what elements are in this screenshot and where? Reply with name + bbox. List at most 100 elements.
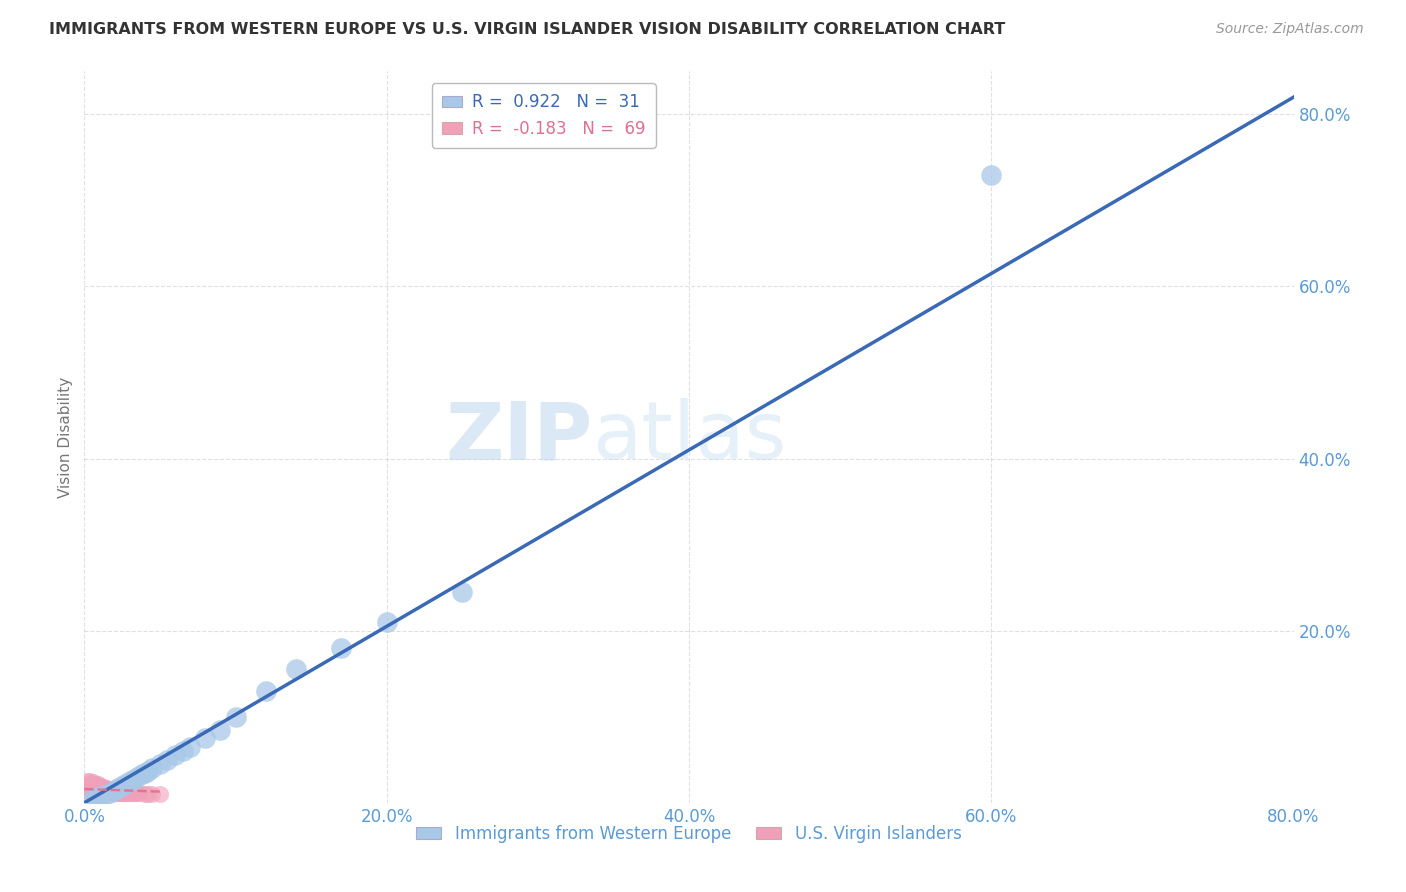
Point <box>172 744 194 758</box>
Point <box>80 793 103 807</box>
Point <box>136 764 159 778</box>
Point <box>209 723 232 737</box>
Point <box>115 786 138 800</box>
Point <box>82 783 104 797</box>
Point <box>149 787 172 801</box>
Point <box>127 770 149 784</box>
Point <box>77 780 100 795</box>
Point <box>97 782 120 797</box>
Point <box>117 786 139 800</box>
Point <box>80 780 103 795</box>
Point <box>75 783 97 797</box>
Point <box>104 786 127 800</box>
Point <box>121 772 143 787</box>
Point <box>101 786 124 800</box>
Point <box>120 786 142 800</box>
Point <box>114 786 136 800</box>
Point <box>79 774 101 789</box>
Point <box>100 784 122 798</box>
Point <box>89 789 111 804</box>
Point <box>121 786 143 800</box>
Point <box>111 779 134 793</box>
Point <box>114 777 136 791</box>
Point <box>91 781 114 796</box>
Point <box>93 784 115 798</box>
Point <box>107 781 129 796</box>
Point <box>165 748 187 763</box>
Point <box>84 780 107 795</box>
Point <box>90 780 112 795</box>
Point <box>80 785 103 799</box>
Point <box>285 662 308 676</box>
Point <box>89 782 111 797</box>
Point <box>87 781 110 796</box>
Point <box>131 767 153 781</box>
Point <box>79 779 101 793</box>
Point <box>98 783 121 797</box>
Point <box>112 786 135 800</box>
Point <box>76 780 98 795</box>
Point <box>87 777 110 791</box>
Point <box>141 787 163 801</box>
Point <box>105 783 128 797</box>
Point <box>82 775 104 789</box>
Point <box>104 783 127 797</box>
Point <box>98 786 121 800</box>
Point <box>194 731 217 746</box>
Point <box>80 777 103 791</box>
Point <box>77 785 100 799</box>
Text: Source: ZipAtlas.com: Source: ZipAtlas.com <box>1216 22 1364 37</box>
Point <box>96 782 118 797</box>
Point <box>111 784 134 798</box>
Point <box>118 774 141 789</box>
Text: atlas: atlas <box>592 398 786 476</box>
Point <box>125 786 148 800</box>
Point <box>141 761 163 775</box>
Y-axis label: Vision Disability: Vision Disability <box>58 376 73 498</box>
Point <box>254 684 277 698</box>
Point <box>93 780 115 795</box>
Point <box>96 785 118 799</box>
Point <box>84 784 107 798</box>
Point <box>179 739 201 754</box>
Point <box>79 783 101 797</box>
Text: IMMIGRANTS FROM WESTERN EUROPE VS U.S. VIRGIN ISLANDER VISION DISABILITY CORRELA: IMMIGRANTS FROM WESTERN EUROPE VS U.S. V… <box>49 22 1005 37</box>
Point <box>375 615 398 629</box>
Point <box>89 778 111 792</box>
Point <box>127 786 149 800</box>
Point <box>84 777 107 791</box>
Point <box>451 585 474 599</box>
Point <box>111 786 134 800</box>
Point <box>91 785 114 799</box>
Point <box>87 784 110 798</box>
Point <box>82 780 104 794</box>
Text: ZIP: ZIP <box>444 398 592 476</box>
Point <box>90 784 112 798</box>
Point <box>108 786 131 800</box>
Point <box>86 785 108 799</box>
Point <box>94 785 117 799</box>
Point <box>75 779 97 793</box>
Point <box>134 787 156 801</box>
Point <box>107 784 129 798</box>
Point <box>149 757 172 772</box>
Point <box>110 786 132 800</box>
Point <box>97 785 120 799</box>
Point <box>100 786 122 800</box>
Point <box>105 786 128 800</box>
Point <box>156 753 179 767</box>
Point <box>225 710 247 724</box>
Point <box>91 789 114 803</box>
Point <box>76 774 98 789</box>
Legend: Immigrants from Western Europe, U.S. Virgin Islanders: Immigrants from Western Europe, U.S. Vir… <box>409 818 969 849</box>
Point <box>86 778 108 792</box>
Point <box>129 786 152 800</box>
Point <box>100 783 122 797</box>
Point <box>107 786 129 800</box>
Point <box>94 781 117 796</box>
Point <box>96 787 118 801</box>
Point <box>89 785 111 799</box>
Point <box>136 787 159 801</box>
Point <box>980 168 1002 182</box>
Point <box>86 791 108 805</box>
